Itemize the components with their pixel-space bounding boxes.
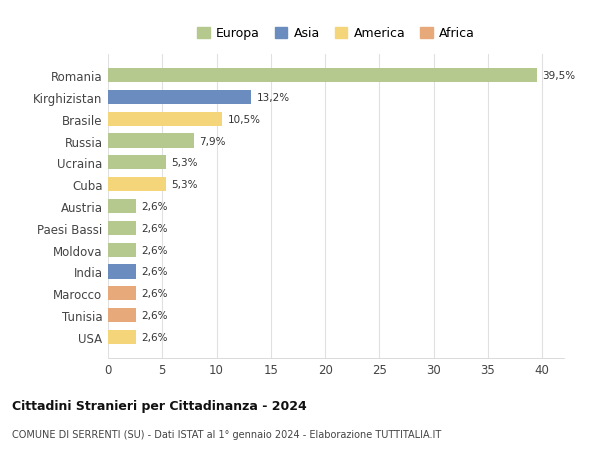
Legend: Europa, Asia, America, Africa: Europa, Asia, America, Africa [194,25,478,43]
Bar [108,265,136,279]
Text: 7,9%: 7,9% [199,136,226,146]
Text: COMUNE DI SERRENTI (SU) - Dati ISTAT al 1° gennaio 2024 - Elaborazione TUTTITALI: COMUNE DI SERRENTI (SU) - Dati ISTAT al … [12,429,441,439]
Text: 2,6%: 2,6% [142,289,168,299]
Bar [108,243,136,257]
Bar [108,308,136,323]
Text: 2,6%: 2,6% [142,267,168,277]
Bar [108,112,222,127]
Text: 5,3%: 5,3% [171,158,197,168]
Text: 13,2%: 13,2% [257,93,290,103]
Bar [108,221,136,235]
Bar [108,286,136,301]
Bar [108,134,194,148]
Bar [108,90,251,105]
Bar [108,69,537,83]
Bar [108,156,166,170]
Text: 2,6%: 2,6% [142,245,168,255]
Bar [108,330,136,344]
Text: 2,6%: 2,6% [142,332,168,342]
Bar [108,200,136,213]
Text: 10,5%: 10,5% [227,114,260,124]
Text: 2,6%: 2,6% [142,310,168,320]
Text: 2,6%: 2,6% [142,202,168,212]
Bar [108,178,166,192]
Text: Cittadini Stranieri per Cittadinanza - 2024: Cittadini Stranieri per Cittadinanza - 2… [12,399,307,412]
Text: 39,5%: 39,5% [542,71,575,81]
Text: 2,6%: 2,6% [142,224,168,233]
Text: 5,3%: 5,3% [171,180,197,190]
